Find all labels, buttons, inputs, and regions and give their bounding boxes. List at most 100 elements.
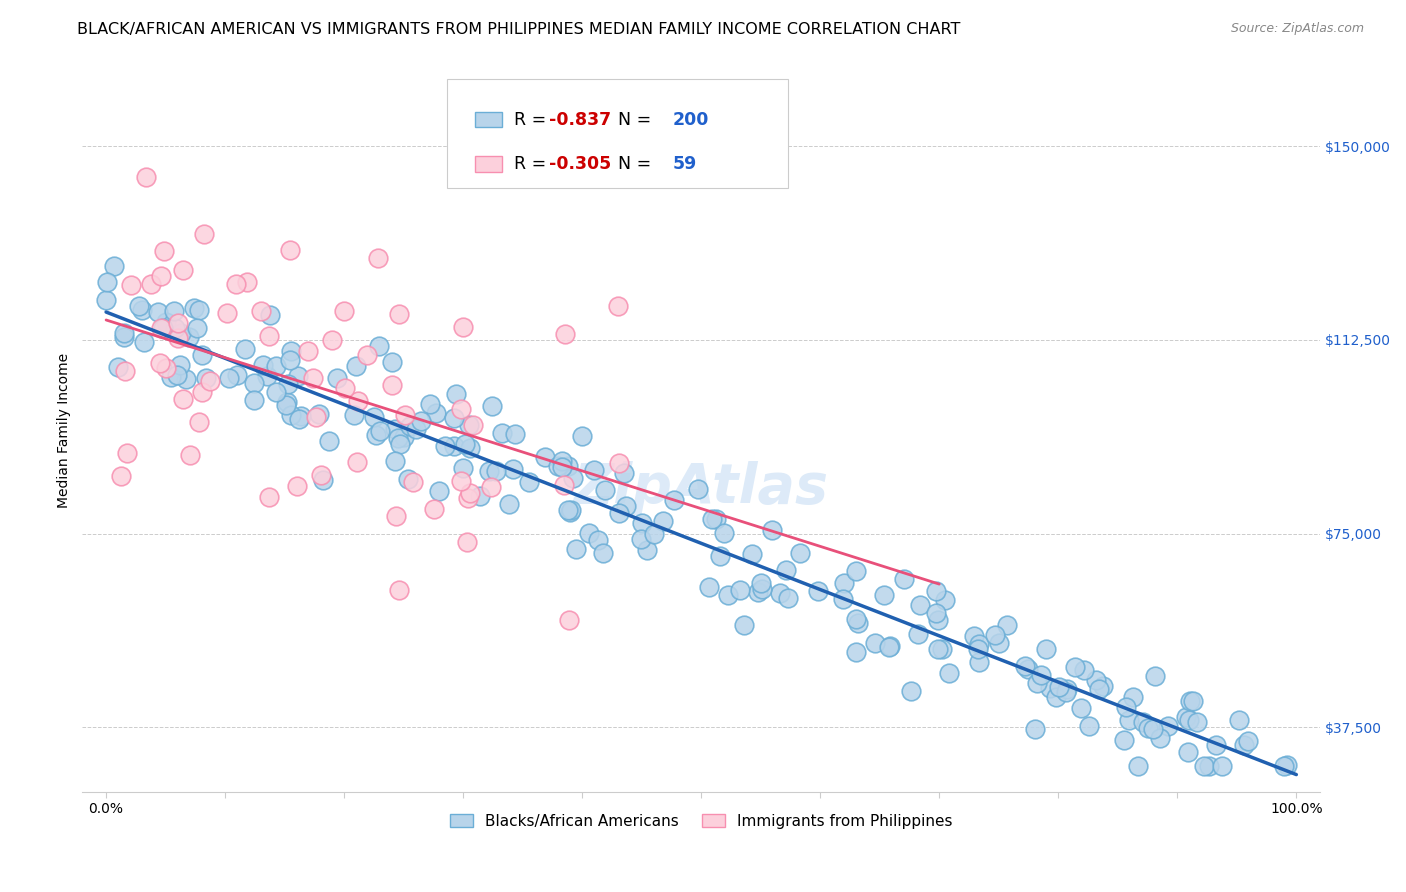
Point	[925, 584, 948, 599]
Point	[741, 547, 763, 561]
Point	[1122, 690, 1144, 705]
Point	[163, 304, 186, 318]
Point	[709, 549, 731, 563]
Point	[243, 393, 266, 408]
Point	[457, 418, 479, 433]
Point	[453, 320, 475, 334]
Point	[427, 484, 450, 499]
Point	[170, 326, 193, 341]
Point	[807, 583, 830, 598]
Point	[607, 299, 630, 313]
Point	[252, 358, 274, 372]
Point	[1054, 685, 1077, 699]
Point	[1063, 660, 1085, 674]
Point	[277, 377, 299, 392]
Point	[344, 359, 367, 374]
Point	[1236, 733, 1258, 747]
Point	[115, 446, 138, 460]
Point	[845, 612, 868, 626]
Point	[1144, 669, 1167, 683]
Text: N =: N =	[607, 154, 657, 173]
Point	[1070, 701, 1092, 715]
Point	[195, 371, 218, 385]
Point	[769, 586, 792, 600]
Point	[458, 486, 481, 500]
Point	[1073, 663, 1095, 677]
Point	[1038, 681, 1060, 696]
Point	[457, 491, 479, 505]
Point	[114, 364, 136, 378]
Point	[630, 516, 652, 530]
Point	[551, 460, 574, 475]
Point	[583, 463, 606, 477]
Point	[264, 359, 287, 374]
Point	[560, 502, 582, 516]
Point	[380, 378, 402, 392]
Point	[153, 244, 176, 259]
Point	[285, 479, 308, 493]
Point	[1085, 673, 1108, 687]
Point	[479, 480, 502, 494]
Point	[287, 368, 309, 383]
Point	[166, 368, 188, 382]
Y-axis label: Median Family Income: Median Family Income	[58, 352, 72, 508]
Point	[1211, 759, 1233, 773]
Point	[131, 303, 153, 318]
Point	[121, 277, 143, 292]
Point	[1180, 694, 1202, 708]
Text: R =: R =	[515, 154, 553, 173]
Point	[333, 381, 356, 395]
Point	[938, 666, 960, 681]
Point	[132, 334, 155, 349]
Point	[478, 464, 501, 478]
Point	[924, 606, 946, 620]
Point	[364, 427, 387, 442]
Point	[704, 512, 727, 526]
Point	[927, 642, 949, 657]
Point	[614, 499, 637, 513]
Point	[278, 353, 301, 368]
Point	[305, 410, 328, 425]
Point	[456, 534, 478, 549]
Text: Source: ZipAtlas.com: Source: ZipAtlas.com	[1230, 22, 1364, 36]
Point	[900, 683, 922, 698]
Text: R =: R =	[515, 111, 553, 128]
Point	[259, 308, 281, 322]
Point	[444, 387, 467, 401]
Point	[586, 533, 609, 547]
Point	[191, 348, 214, 362]
Point	[396, 472, 419, 486]
Point	[987, 636, 1010, 650]
Point	[865, 636, 887, 650]
Point	[257, 490, 280, 504]
Point	[551, 454, 574, 468]
Point	[176, 372, 198, 386]
Point	[419, 397, 441, 411]
Point	[1136, 721, 1159, 735]
Point	[402, 475, 425, 489]
Point	[491, 426, 513, 441]
Text: -0.837: -0.837	[548, 111, 612, 128]
Point	[321, 333, 343, 347]
Point	[392, 430, 415, 444]
Point	[716, 588, 738, 602]
Text: BLACK/AFRICAN AMERICAN VS IMMIGRANTS FROM PHILIPPINES MEDIAN FAMILY INCOME CORRE: BLACK/AFRICAN AMERICAN VS IMMIGRANTS FRO…	[77, 22, 960, 37]
Point	[280, 408, 302, 422]
Point	[450, 474, 472, 488]
Point	[607, 506, 630, 520]
Point	[995, 618, 1018, 632]
Point	[1181, 693, 1204, 707]
Point	[384, 421, 406, 435]
Point	[405, 421, 427, 435]
Point	[1132, 715, 1154, 730]
Legend: Blacks/African Americans, Immigrants from Philippines: Blacks/African Americans, Immigrants fro…	[444, 807, 959, 835]
Point	[747, 584, 769, 599]
Point	[893, 572, 915, 586]
Point	[183, 301, 205, 315]
Point	[547, 459, 569, 474]
Point	[458, 441, 481, 455]
Point	[498, 497, 520, 511]
Point	[367, 339, 389, 353]
Point	[200, 374, 222, 388]
Point	[363, 410, 385, 425]
